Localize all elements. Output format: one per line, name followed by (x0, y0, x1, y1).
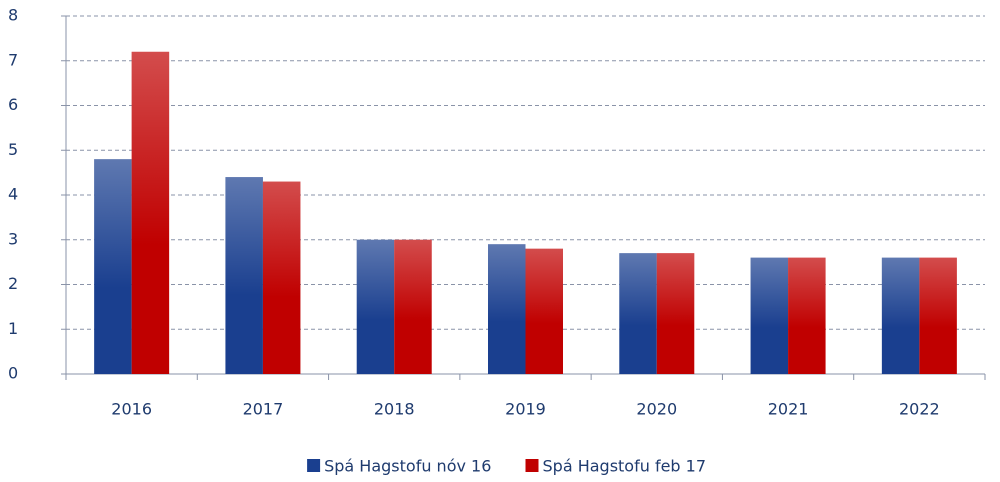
bar-shine (656, 253, 695, 374)
y-tick-label: 5 (8, 140, 18, 159)
legend-label: Spá Hagstofu nóv 16 (324, 457, 491, 476)
bar-shine (750, 257, 789, 374)
bar-shine (131, 51, 170, 375)
y-tick-label: 3 (8, 229, 18, 248)
x-tick-label: 2016 (111, 400, 152, 419)
y-tick-label: 7 (8, 50, 18, 69)
bar-shine (619, 253, 657, 374)
bar-shine (94, 159, 132, 374)
bar-shine (788, 257, 826, 374)
y-tick-label: 8 (8, 6, 18, 25)
x-tick-label: 2018 (374, 400, 415, 419)
y-tick-label: 1 (8, 319, 18, 338)
bar-shine (488, 244, 526, 374)
bar-shine (225, 177, 263, 374)
bar-shine (356, 239, 395, 374)
x-tick-label: 2021 (768, 400, 809, 419)
legend-swatch (307, 459, 321, 472)
bar-shine (262, 181, 301, 374)
x-tick-label: 2017 (243, 400, 284, 419)
x-tick-label: 2022 (899, 400, 940, 419)
x-tick-label: 2020 (636, 400, 677, 419)
bar-shine (525, 248, 563, 374)
legend-swatch (525, 459, 539, 472)
x-tick-label: 2019 (505, 400, 546, 419)
legend-label: Spá Hagstofu feb 17 (543, 457, 707, 476)
bar-shine (919, 257, 957, 374)
y-tick-label: 6 (8, 95, 18, 114)
bar-shine (881, 257, 920, 374)
bar-shine (394, 239, 432, 374)
y-tick-label: 4 (8, 185, 18, 204)
y-tick-label: 2 (8, 274, 18, 293)
y-tick-label: 0 (8, 364, 18, 383)
